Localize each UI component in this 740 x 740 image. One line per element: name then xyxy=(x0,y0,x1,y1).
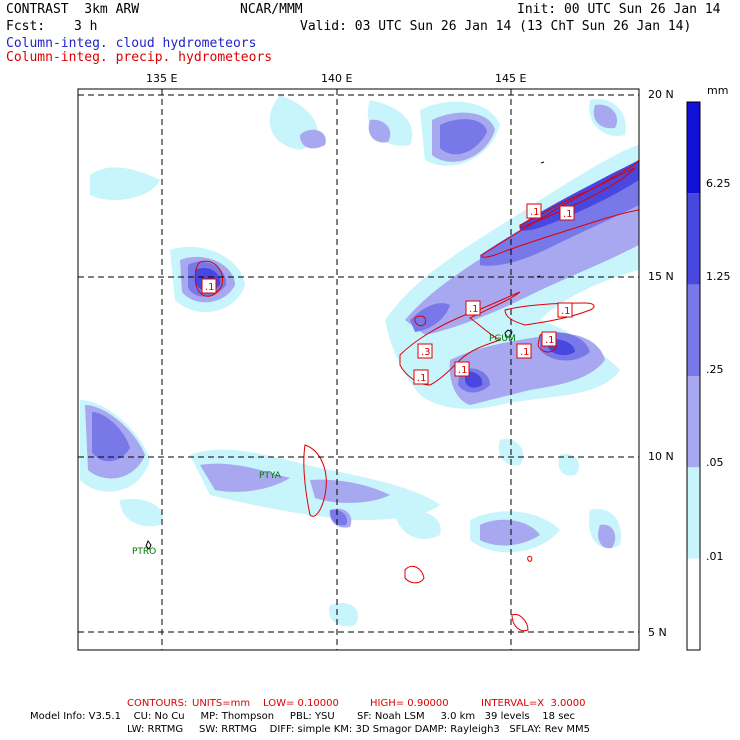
contour-field-title: Column-integ. precip. hydrometeors xyxy=(6,50,273,65)
footer-contours-label: CONTOURS: xyxy=(127,698,188,709)
contour-label: .1 xyxy=(469,304,479,315)
init-time: Init: 00 UTC Sun 26 Jan 14 xyxy=(517,2,721,17)
lat-lon-grid xyxy=(78,89,639,650)
lat-tick-20: 20 N xyxy=(648,88,674,101)
colorbar-swatch xyxy=(687,102,700,194)
colorbar-swatch xyxy=(687,558,700,650)
lat-tick-10: 10 N xyxy=(648,450,674,463)
colorbar-level: .01 xyxy=(706,550,724,563)
valid-time: Valid: 03 UTC Sun 26 Jan 14 (13 ChT Sun … xyxy=(300,19,692,34)
contour-label-texts: .1 .1 .1 .1 .1 .3 .1 .1 .1 .1 xyxy=(205,207,573,384)
precip-contours xyxy=(194,159,639,632)
lon-tick-135: 135 E xyxy=(146,72,178,85)
fcst-value: 3 h xyxy=(74,19,98,34)
contour-label: .1 xyxy=(458,365,468,376)
colorbar-swatch xyxy=(687,284,700,376)
contour-label: .1 xyxy=(417,373,427,384)
station-ptro: PTRO xyxy=(132,547,156,557)
contour-label: .1 xyxy=(545,335,555,346)
footer-high: HIGH= 0.90000 xyxy=(370,698,449,709)
lon-tick-140: 140 E xyxy=(321,72,353,85)
org-label: NCAR/MMM xyxy=(240,2,303,17)
colorbar-frame xyxy=(686,101,701,651)
station-pgum: PGUM xyxy=(489,334,516,344)
colorbar-level: .05 xyxy=(706,456,724,469)
station-ptya: PTYA xyxy=(259,471,282,481)
footer-model-info-1: Model Info: V3.5.1 CU: No Cu MP: Thompso… xyxy=(30,711,576,722)
contour-label-boxes xyxy=(201,203,575,385)
map-frame xyxy=(77,88,640,651)
lat-tick-15: 15 N xyxy=(648,270,674,283)
station-labels: PGUM PTYA PTRO xyxy=(132,334,516,557)
lat-tick-5: 5 N xyxy=(648,626,667,639)
fill-field-title: Column-integ. cloud hydrometeors xyxy=(6,36,257,51)
colorbar-unit: mm xyxy=(707,84,729,97)
colorbar-level: 1.25 xyxy=(706,270,731,283)
colorbar xyxy=(686,101,701,651)
contour-label: .1 xyxy=(205,282,215,293)
lon-tick-145: 145 E xyxy=(495,72,527,85)
fcst-label: Fcst: xyxy=(6,19,46,34)
contour-label: .1 xyxy=(530,207,540,218)
model-title: CONTRAST 3km ARW xyxy=(6,2,140,17)
contour-label: .3 xyxy=(421,347,431,358)
footer-interval: INTERVAL=X 3.0000 xyxy=(481,698,586,709)
colorbar-swatch xyxy=(687,376,700,468)
contour-label: .1 xyxy=(561,306,571,317)
cloud-hydrometeor-fill xyxy=(80,95,639,627)
contour-label: .1 xyxy=(520,347,530,358)
colorbar-swatch xyxy=(687,193,700,285)
colorbar-level: 6.25 xyxy=(706,177,731,190)
contour-label: .1 xyxy=(563,209,573,220)
footer-low: LOW= 0.10000 xyxy=(263,698,339,709)
colorbar-level: .25 xyxy=(706,363,724,376)
colorbar-swatch xyxy=(687,467,700,559)
footer-units: UNITS=mm xyxy=(192,698,251,709)
footer-model-info-2: LW: RRTMG SW: RRTMG DIFF: simple KM: 3D … xyxy=(127,724,590,735)
